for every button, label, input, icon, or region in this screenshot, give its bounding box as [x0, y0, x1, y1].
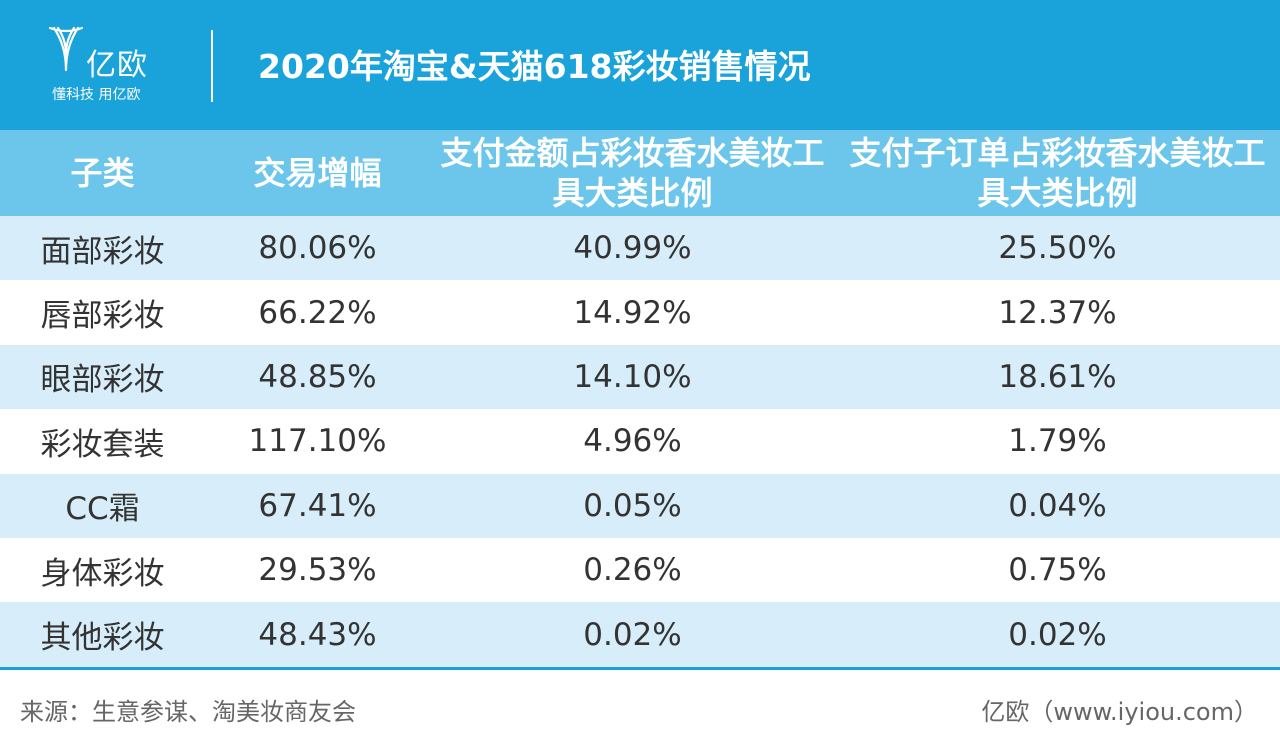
table-cell: 0.75%: [835, 537, 1280, 603]
table-cell: 29.53%: [205, 537, 430, 603]
table-cell: 117.10%: [205, 409, 430, 474]
table-cell: 唇部彩妆: [0, 280, 205, 345]
table-cell: 12.37%: [835, 280, 1280, 345]
column-header-payment-share: 支付金额占彩妆香水美妆工具大类比例: [430, 130, 835, 216]
table-cell: 48.43%: [205, 602, 430, 667]
table-cell: 彩妆套装: [0, 409, 205, 474]
column-header-subcategory: 子类: [0, 130, 205, 216]
table-cell: 1.79%: [835, 409, 1280, 474]
table-row: 彩妆套装 117.10% 4.96% 1.79%: [0, 409, 1280, 474]
table-row: 其他彩妆 48.43% 0.02% 0.02%: [0, 602, 1280, 667]
table-header-row: 子类 交易增幅 支付金额占彩妆香水美妆工具大类比例 支付子订单占彩妆香水美妆工具…: [0, 130, 1280, 216]
table-row: 眼部彩妆 48.85% 14.10% 18.61%: [0, 344, 1280, 410]
table-bottom-rule: [0, 667, 1280, 670]
table-cell: 14.92%: [430, 280, 835, 345]
credit-note: 亿欧（www.iyiou.com）: [981, 698, 1258, 726]
sales-table: 子类 交易增幅 支付金额占彩妆香水美妆工具大类比例 支付子订单占彩妆香水美妆工具…: [0, 130, 1280, 667]
table-cell: 其他彩妆: [0, 602, 205, 667]
source-note: 来源：生意参谋、淘美妆商友会: [20, 698, 356, 726]
table-cell: CC霜: [0, 473, 205, 538]
table-row: 面部彩妆 80.06% 40.99% 25.50%: [0, 216, 1280, 281]
table-cell: 0.26%: [430, 537, 835, 603]
table-cell: 48.85%: [205, 344, 430, 410]
table-row: 唇部彩妆 66.22% 14.92% 12.37%: [0, 280, 1280, 345]
logo-slogan: 懂科技 用亿欧: [52, 87, 141, 103]
table-cell: 0.02%: [430, 602, 835, 667]
page-title: 2020年淘宝&天猫618彩妆销售情况: [258, 47, 811, 86]
table-cell: 0.02%: [835, 602, 1280, 667]
yiou-logo-icon: [48, 26, 84, 72]
yiou-logo: 亿欧 懂科技 用亿欧: [48, 24, 178, 110]
table-cell: 眼部彩妆: [0, 344, 205, 410]
table-cell: 身体彩妆: [0, 537, 205, 603]
table-cell: 18.61%: [835, 344, 1280, 410]
table-cell: 0.04%: [835, 473, 1280, 538]
table-cell: 67.41%: [205, 473, 430, 538]
column-header-order-share: 支付子订单占彩妆香水美妆工具大类比例: [835, 130, 1280, 216]
table-cell: 14.10%: [430, 344, 835, 410]
table-cell: 面部彩妆: [0, 216, 205, 281]
table-cell: 80.06%: [205, 216, 430, 281]
table-cell: 25.50%: [835, 216, 1280, 281]
table-cell: 4.96%: [430, 409, 835, 474]
table-cell: 40.99%: [430, 216, 835, 281]
table-row: CC霜 67.41% 0.05% 0.04%: [0, 473, 1280, 538]
header-banner: 亿欧 懂科技 用亿欧 2020年淘宝&天猫618彩妆销售情况: [0, 0, 1280, 130]
table-row: 身体彩妆 29.53% 0.26% 0.75%: [0, 537, 1280, 603]
table-cell: 66.22%: [205, 280, 430, 345]
header-divider: [211, 30, 213, 102]
column-header-growth: 交易增幅: [205, 130, 430, 216]
logo-name: 亿欧: [86, 48, 148, 83]
table-cell: 0.05%: [430, 473, 835, 538]
